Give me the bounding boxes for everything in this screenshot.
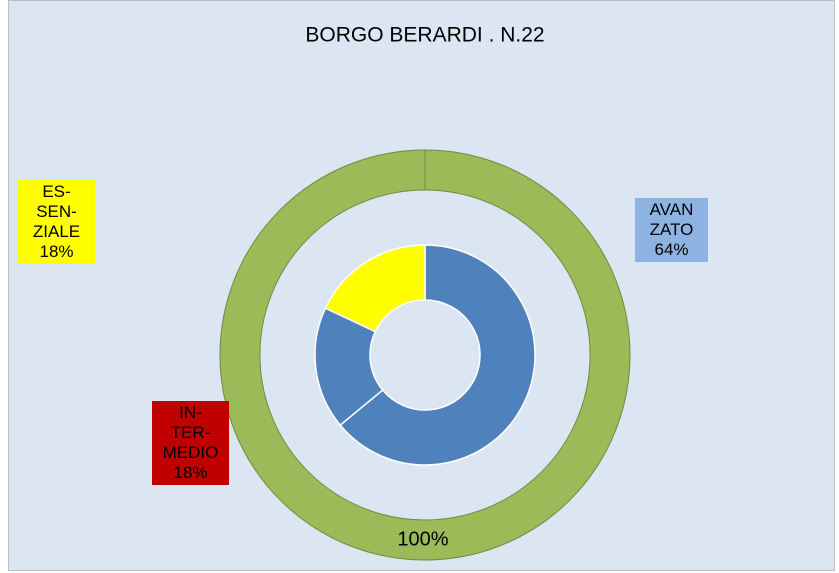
category-label: TER- (170, 423, 211, 442)
wedge (339, 244, 536, 466)
data-label: ES- SEN- ZIALE 18% (18, 180, 95, 264)
value-label: 18% (39, 242, 74, 261)
category-label: IN- (179, 403, 202, 422)
value-label: 64% (654, 240, 689, 259)
category-label: SEN- (36, 202, 77, 221)
category-label: MEDIO (162, 443, 219, 462)
wedge (219, 149, 631, 561)
value-label: 18% (173, 463, 208, 482)
data-label: IN- TER- MEDIO 18% (152, 401, 229, 485)
category-label: ZATO (649, 220, 694, 239)
category-label: ES- (42, 182, 71, 201)
category-label: AVAN (649, 200, 694, 219)
chart-title: BORGO BERARDI . N.22 (305, 24, 544, 47)
data-label: 100% (397, 528, 448, 550)
data-label: AVAN ZATO 64% (635, 198, 708, 262)
category-label: ZIALE (32, 222, 81, 241)
wedge (324, 244, 426, 333)
